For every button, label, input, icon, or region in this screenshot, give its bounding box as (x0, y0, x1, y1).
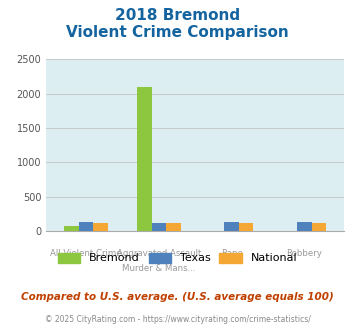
Text: All Violent Crime: All Violent Crime (50, 249, 122, 258)
Text: Aggravated Assault: Aggravated Assault (117, 249, 201, 258)
Bar (64, 226, 79, 231)
Text: © 2025 CityRating.com - https://www.cityrating.com/crime-statistics/: © 2025 CityRating.com - https://www.city… (45, 315, 310, 324)
Text: Robbery: Robbery (286, 249, 322, 258)
Bar (224, 222, 239, 231)
Text: Violent Crime Comparison: Violent Crime Comparison (66, 25, 289, 40)
Text: Compared to U.S. average. (U.S. average equals 100): Compared to U.S. average. (U.S. average … (21, 292, 334, 302)
Bar (239, 223, 253, 231)
Bar (79, 222, 93, 231)
Bar (93, 223, 108, 231)
Legend: Bremond, Texas, National: Bremond, Texas, National (58, 253, 297, 263)
Bar (166, 223, 181, 231)
Text: Murder & Mans...: Murder & Mans... (122, 264, 196, 273)
Bar (137, 87, 152, 231)
Text: Rape: Rape (221, 249, 242, 258)
Bar (152, 223, 166, 231)
Bar (297, 222, 312, 231)
Text: 2018 Bremond: 2018 Bremond (115, 8, 240, 23)
Bar (312, 223, 326, 231)
